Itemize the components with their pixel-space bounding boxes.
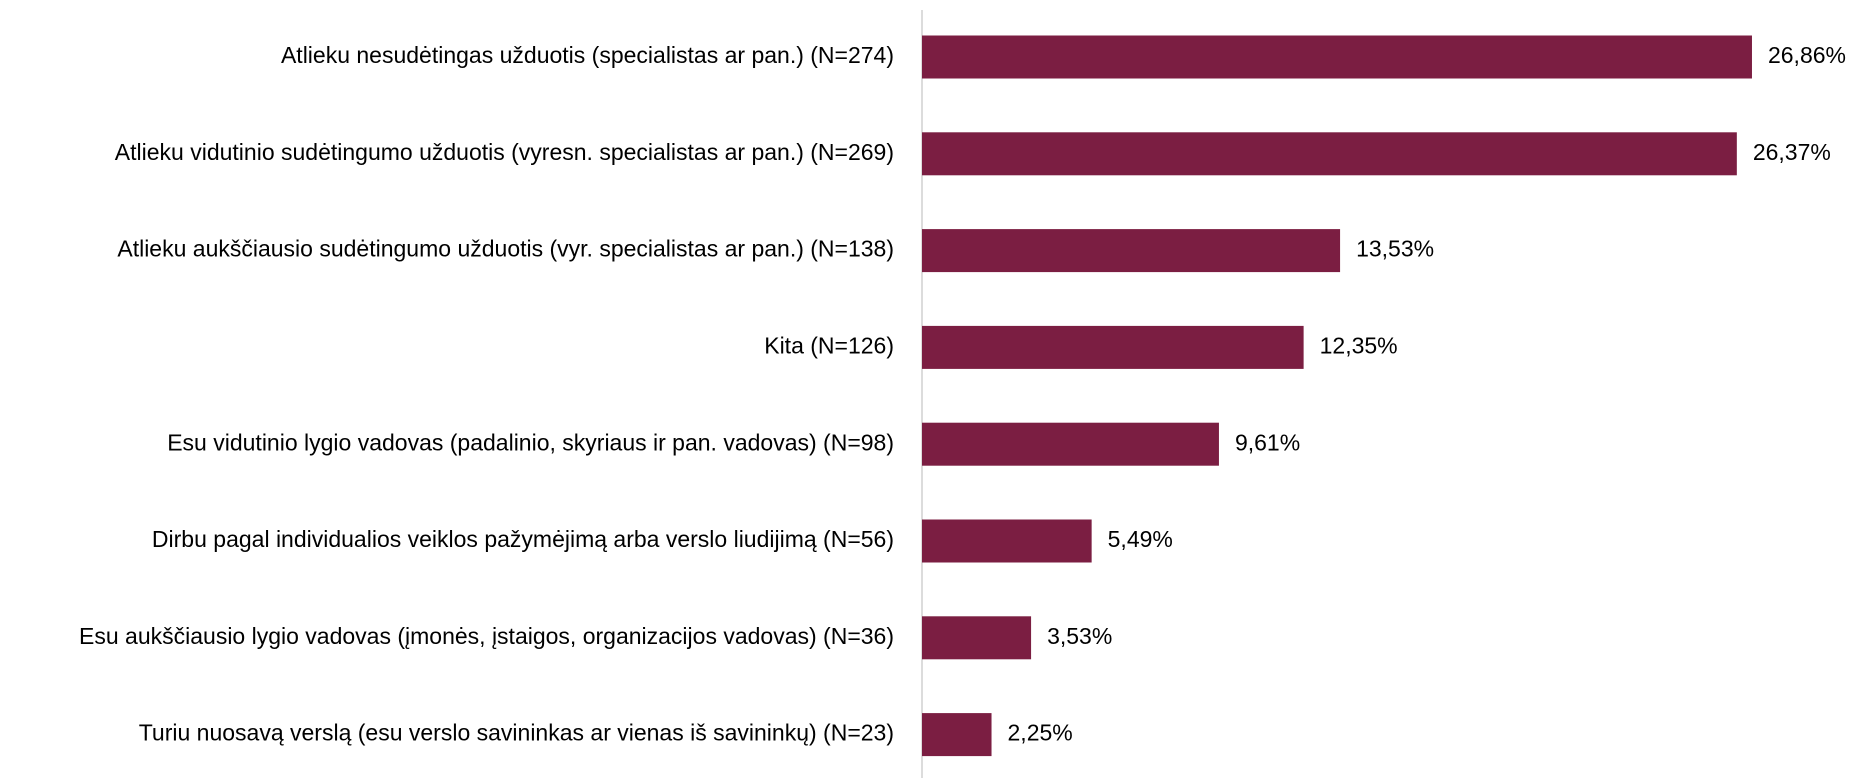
value-label: 3,53% [1047, 623, 1112, 649]
category-label: Atlieku aukščiausio sudėtingumo užduotis… [117, 236, 894, 262]
category-label: Dirbu pagal individualios veiklos pažymė… [152, 526, 894, 552]
value-label: 26,86% [1768, 42, 1846, 68]
value-label: 5,49% [1108, 526, 1173, 552]
value-label: 13,53% [1356, 236, 1434, 262]
category-label: Kita (N=126) [764, 332, 894, 358]
category-label: Turiu nuosavą verslą (esu verslo savinin… [139, 720, 894, 746]
category-label: Atlieku nesudėtingas užduotis (specialis… [281, 42, 894, 68]
category-label: Atlieku vidutinio sudėtingumo užduotis (… [115, 139, 894, 165]
bar [922, 616, 1032, 660]
category-label: Esu vidutinio lygio vadovas (padalinio, … [167, 429, 894, 455]
category-label: Esu aukščiausio lygio vadovas (įmonės, į… [79, 623, 894, 649]
value-label: 2,25% [1008, 720, 1073, 746]
bar [922, 229, 1341, 273]
bar [922, 132, 1737, 176]
bar [922, 325, 1304, 369]
bar [922, 713, 992, 757]
bar [922, 35, 1752, 79]
value-label: 9,61% [1235, 429, 1300, 455]
bar [922, 519, 1092, 563]
value-label: 12,35% [1320, 332, 1398, 358]
bar [922, 422, 1219, 466]
value-label: 26,37% [1753, 139, 1831, 165]
